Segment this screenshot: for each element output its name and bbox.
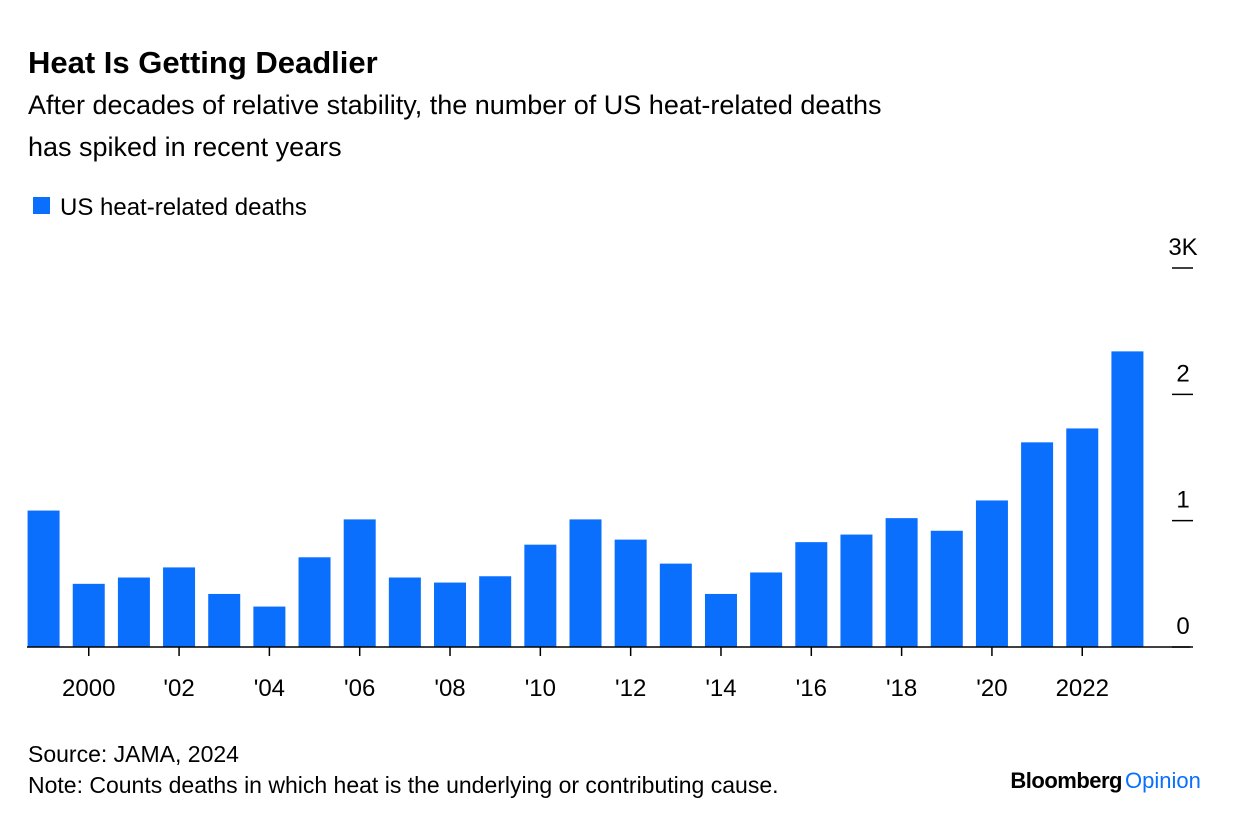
bar [343, 519, 376, 647]
y-tick-label: 1 [1176, 487, 1189, 514]
bar [975, 500, 1008, 647]
bar [840, 534, 873, 647]
chart-subtitle: After decades of relative stability, the… [28, 90, 881, 120]
bar [524, 544, 557, 647]
legend-swatch [33, 197, 50, 214]
legend-label: US heat-related deaths [60, 194, 307, 221]
x-tick-label: '06 [344, 675, 375, 702]
bar [930, 530, 963, 647]
y-tick-label: 0 [1176, 613, 1189, 640]
bar [750, 572, 783, 647]
bar [298, 557, 331, 647]
brand: Bloomberg [1010, 768, 1122, 793]
bar [659, 563, 692, 647]
bar [72, 583, 105, 647]
x-tick-label: '20 [976, 675, 1007, 702]
x-tick-label: '02 [163, 675, 194, 702]
x-tick-label: '14 [705, 675, 736, 702]
x-tick-label: '08 [434, 675, 465, 702]
bar [569, 519, 602, 647]
bar [434, 582, 467, 647]
bar [1111, 351, 1144, 647]
source: Source: JAMA, 2024 [28, 741, 239, 767]
x-tick-label: '16 [796, 675, 827, 702]
brand-sub: Opinion [1125, 768, 1201, 793]
bar [388, 577, 421, 647]
chart-subtitle: has spiked in recent years [28, 132, 342, 162]
x-tick-label: 2000 [62, 675, 115, 702]
bar [163, 567, 196, 647]
note: Note: Counts deaths in which heat is the… [28, 772, 779, 798]
bar [614, 539, 647, 647]
x-tick-label: '10 [525, 675, 556, 702]
bar [253, 606, 286, 647]
bar [117, 577, 150, 647]
chart-title: Heat Is Getting Deadlier [28, 45, 378, 80]
bar [795, 542, 828, 647]
bar [208, 593, 241, 647]
x-tick-label: '04 [254, 675, 285, 702]
bar [885, 518, 918, 647]
bar [704, 593, 737, 647]
x-tick-label: '18 [886, 675, 917, 702]
bar [1066, 428, 1099, 647]
x-tick-label: 2022 [1056, 675, 1109, 702]
bar [1021, 442, 1054, 647]
y-tick-label: 2 [1176, 360, 1189, 387]
y-tick-label: 3K [1168, 234, 1197, 261]
bar [479, 576, 512, 647]
bar [27, 510, 60, 647]
x-tick-label: '12 [615, 675, 646, 702]
